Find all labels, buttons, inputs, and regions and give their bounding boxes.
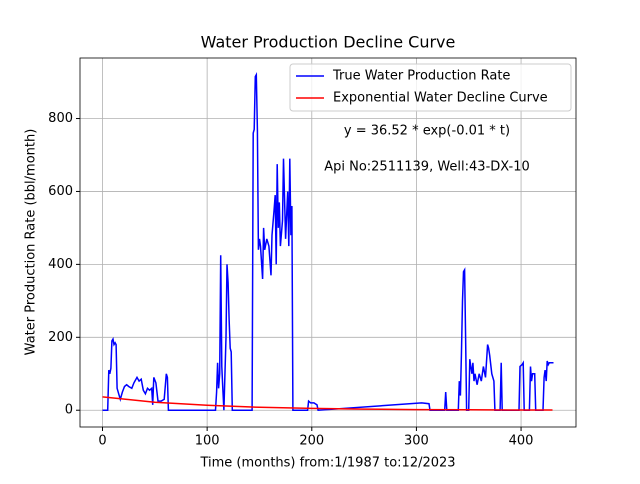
y-tick-label: 200 — [48, 330, 73, 345]
x-tick-label: 200 — [299, 434, 324, 449]
y-tick-label: 800 — [48, 111, 73, 126]
y-tick-label: 600 — [48, 184, 73, 199]
legend-box — [289, 63, 572, 112]
data-line — [102, 72, 554, 411]
data-line — [102, 396, 553, 411]
x-tick-label: 100 — [195, 434, 220, 449]
x-tick-label: 400 — [509, 434, 534, 449]
y-axis-label: Water Production Rate (bbl/month) — [24, 129, 39, 356]
annotation: Api No:2511139, Well:43-DX-10 — [324, 160, 530, 175]
plot-frame — [79, 57, 577, 428]
chart-title: Water Production Decline Curve — [201, 33, 456, 52]
y-tick-label: 400 — [48, 257, 73, 272]
legend-label: True Water Production Rate — [332, 69, 510, 84]
annotation: y = 36.52 * exp(-0.01 * t) — [344, 124, 510, 139]
y-tick-label: 0 — [65, 403, 73, 418]
x-axis-label: Time (months) from:1/1987 to:12/2023 — [199, 456, 455, 471]
legend-label: Exponential Water Decline Curve — [333, 91, 548, 106]
x-tick-label: 0 — [98, 434, 106, 449]
x-tick-label: 300 — [404, 434, 429, 449]
